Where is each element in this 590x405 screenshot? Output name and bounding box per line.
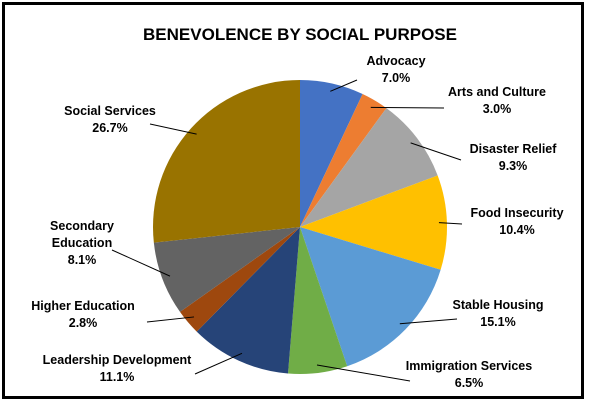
data-label-percent: 2.8% [69,316,98,330]
pie-slice-advocacy [300,80,363,227]
data-label-category: Social Services [64,104,156,118]
leader-line [370,106,445,109]
leader-line [149,123,197,135]
data-label-percent: 3.0% [483,102,512,116]
leader-line [438,222,463,225]
leader-lines-group [111,79,463,382]
data-label-percent: 11.1% [100,370,135,384]
data-label-percent: 15.1% [480,315,515,329]
chart-title: BENEVOLENCE BY SOCIAL PURPOSE [143,25,457,44]
leader-line [146,316,195,323]
pie-slice-disaster-relief [300,108,438,227]
data-label-category: Education [52,236,112,250]
pie-slice-stable-housing [300,227,441,367]
pie-slice-secondary-education [153,227,300,312]
leader-line [410,142,462,161]
labels-group: Advocacy 7.0% Arts and Culture 3.0% Disaster… [31,54,563,390]
data-label-category: Arts and Culture [448,85,546,99]
pie-slice-arts-and-culture [300,93,387,228]
data-label-percent: 10.4% [499,223,534,237]
pie-slice-leadership-development [196,227,300,374]
pie-slice-immigration-services [288,227,348,374]
data-label-percent: 7.0% [382,71,411,85]
pie-slice-food-insecurity [300,175,448,270]
data-label-percent: 26.7% [92,121,127,135]
data-label-category: Advocacy [366,54,425,68]
data-label-category: Stable Housing [453,298,544,312]
data-label-category: Food Insecurity [470,206,563,220]
data-label-category: Immigration Services [406,359,532,373]
leader-line [316,364,411,382]
leader-line [330,79,358,92]
data-label-percent: 8.1% [68,253,97,267]
pie-slice-higher-education [180,227,300,332]
pie-slice-social-services [153,80,300,243]
data-label-category: Higher Education [31,299,134,313]
data-label-category: Secondary [50,219,114,233]
data-label-category: Disaster Relief [470,142,558,156]
data-label-percent: 6.5% [455,376,484,390]
data-label-percent: 9.3% [499,159,528,173]
leader-line [111,249,171,277]
data-label-category: Leadership Development [43,353,192,367]
leader-line [194,352,243,375]
leader-line [399,318,458,325]
slices-group [153,80,448,374]
